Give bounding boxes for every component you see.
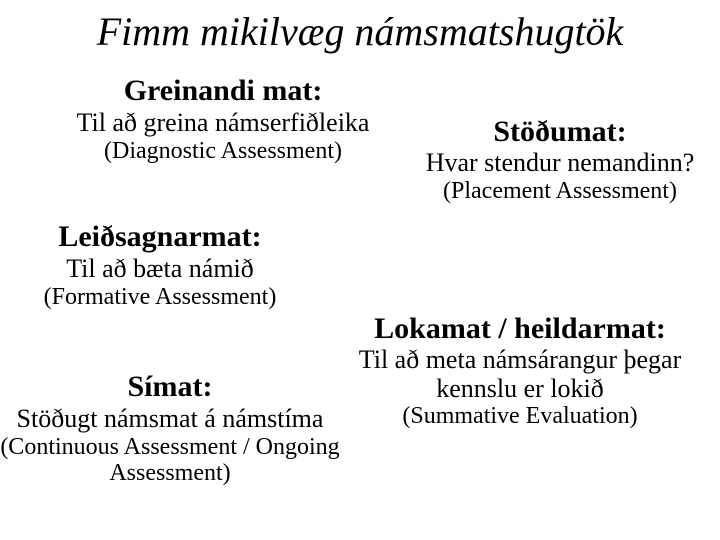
leidsagnarmat-paren: (Formative Assessment) — [10, 284, 310, 311]
simat-paren: (Continuous Assessment / Ongoing Assessm… — [0, 434, 340, 487]
greinandi-heading: Greinandi mat: — [58, 74, 388, 108]
block-leidsagnarmat: Leiðsagnarmat: Til að bæta námið (Format… — [10, 220, 310, 311]
simat-heading: Símat: — [0, 370, 340, 404]
simat-sub: Stöðugt námsmat á námstíma — [0, 404, 340, 434]
lokamat-paren: (Summative Evaluation) — [330, 403, 710, 430]
stodumat-paren: (Placement Assessment) — [420, 178, 700, 205]
slide-title: Fimm mikilvæg námsmatshugtök — [0, 10, 720, 54]
greinandi-paren: (Diagnostic Assessment) — [58, 138, 388, 165]
block-simat: Símat: Stöðugt námsmat á námstíma (Conti… — [0, 370, 340, 487]
stodumat-heading: Stöðumat: — [420, 115, 700, 149]
lokamat-heading: Lokamat / heildarmat: — [330, 312, 710, 346]
stodumat-sub: Hvar stendur nemandinn? — [420, 149, 700, 178]
leidsagnarmat-heading: Leiðsagnarmat: — [10, 220, 310, 254]
block-lokamat: Lokamat / heildarmat: Til að meta námsár… — [330, 312, 710, 430]
block-stodumat: Stöðumat: Hvar stendur nemandinn? (Place… — [420, 115, 700, 205]
block-greinandi: Greinandi mat: Til að greina námserfiðle… — [58, 74, 388, 165]
lokamat-sub: Til að meta námsárangur þegar kennslu er… — [330, 346, 710, 403]
leidsagnarmat-sub: Til að bæta námið — [10, 254, 310, 284]
greinandi-sub: Til að greina námserfiðleika — [58, 108, 388, 138]
slide: Fimm mikilvæg námsmatshugtök Greinandi m… — [0, 0, 720, 540]
